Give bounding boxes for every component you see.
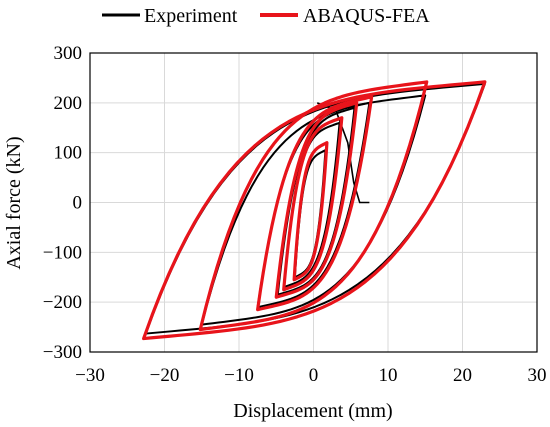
hysteresis-loop	[256, 95, 374, 312]
x-tick-label: 10	[379, 365, 398, 386]
legend-label-experiment: Experiment	[144, 5, 238, 27]
hysteresis-loop	[142, 80, 487, 341]
y-tick-label: 0	[73, 193, 83, 214]
y-tick-label: 100	[54, 143, 83, 164]
plot-area	[142, 80, 487, 341]
x-tick-label: 20	[453, 365, 472, 386]
series-experiment	[144, 82, 486, 335]
legend: Experiment ABAQUS-FEA	[102, 5, 430, 27]
plot-frame	[89, 52, 538, 353]
y-tick-label: 300	[54, 43, 83, 64]
y-tick-label: 200	[54, 93, 83, 114]
series-layer	[142, 80, 487, 341]
hysteresis-loop	[144, 82, 486, 335]
x-axis-title: Displacement (mm)	[233, 400, 392, 422]
x-axis-tick-labels: −30 −20 −10 0 10 20 30	[75, 365, 546, 386]
y-axis-title: Axial force (kN)	[3, 136, 25, 269]
x-tick-label: 0	[309, 365, 319, 386]
y-axis-tick-labels: −300 −200 −100 0 100 200 300	[43, 43, 82, 363]
y-tick-label: −100	[43, 242, 82, 263]
hysteresis-loop	[198, 80, 429, 332]
hysteresis-loop	[200, 94, 427, 326]
hysteresis-loop	[274, 101, 359, 299]
series-abaqus-fea	[142, 80, 487, 341]
hysteresis-loop	[292, 141, 329, 282]
legend-label-abaqus-fea: ABAQUS-FEA	[303, 5, 430, 27]
x-tick-label: −10	[224, 365, 254, 386]
y-tick-label: −200	[43, 292, 82, 313]
x-tick-label: −30	[75, 365, 105, 386]
x-tick-label: −20	[150, 365, 180, 386]
y-tick-label: −300	[43, 342, 82, 363]
hysteresis-loop	[282, 116, 344, 292]
x-tick-label: 30	[528, 365, 547, 386]
